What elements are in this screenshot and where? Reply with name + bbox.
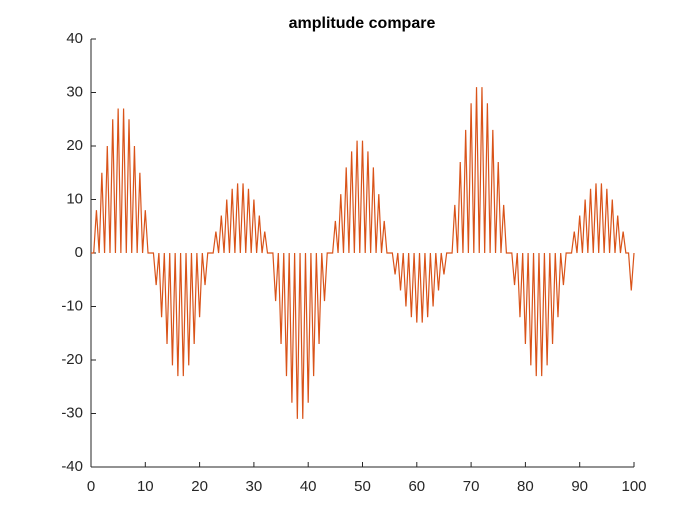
y-tick-label: 20 xyxy=(66,137,83,154)
x-tick-label: 80 xyxy=(517,478,534,495)
chart-title: amplitude compare xyxy=(289,15,436,32)
x-tick-label: 70 xyxy=(463,478,480,495)
y-tick-label: -10 xyxy=(61,297,83,314)
x-tick-label: 30 xyxy=(246,478,263,495)
x-tick-label: 40 xyxy=(300,478,317,495)
data-line xyxy=(91,87,635,419)
x-tick-label: 90 xyxy=(571,478,588,495)
y-tick-label: 40 xyxy=(66,30,83,47)
x-tick-label: 50 xyxy=(354,478,371,495)
x-tick-label: 20 xyxy=(191,478,208,495)
x-tick-label: 100 xyxy=(621,478,646,495)
y-tick-label: -30 xyxy=(61,404,83,421)
x-tick-label: 10 xyxy=(137,478,154,495)
y-tick-label: -20 xyxy=(61,351,83,368)
y-tick-label: 0 xyxy=(75,244,83,261)
y-tick-label: -40 xyxy=(61,458,83,475)
x-tick-label: 60 xyxy=(408,478,425,495)
y-tick-label: 10 xyxy=(66,190,83,207)
x-tick-label: 0 xyxy=(87,478,95,495)
y-tick-label: 30 xyxy=(66,83,83,100)
